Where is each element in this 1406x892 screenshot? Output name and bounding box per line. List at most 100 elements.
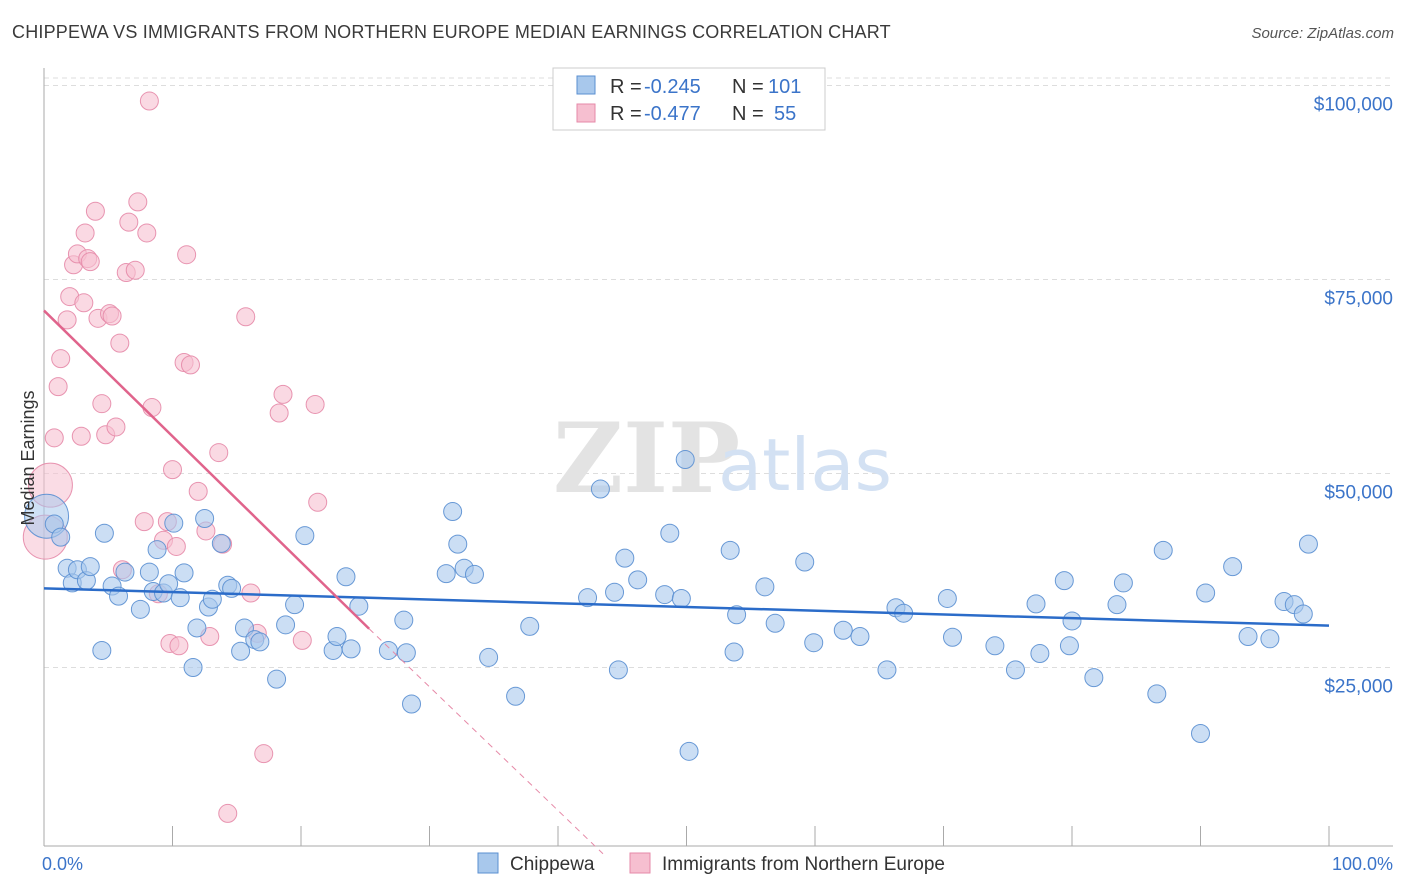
chippewa-point [1293,604,1313,624]
legend-n-value-1: 101 [768,76,801,98]
immigrants-point [139,91,159,111]
chippewa-point [1084,668,1104,688]
chippewa-point [341,639,361,659]
chippewa-point [675,450,695,470]
immigrants-point [188,481,208,501]
immigrants-point [106,417,126,437]
immigrants-point [92,394,112,414]
data-points [22,91,1318,823]
legend-n-value-2: 55 [774,103,796,125]
chippewa-point [877,660,897,680]
chart-source: Source: ZipAtlas.com [1251,25,1394,42]
immigrants-point [273,384,293,404]
y-tick-label: $75,000 [1324,289,1393,310]
chippewa-point [448,534,468,554]
chippewa-point [1059,636,1079,656]
chippewa-point [985,636,1005,656]
grid-lines [44,77,1393,669]
chippewa-point [833,620,853,640]
immigrants-point [180,355,200,375]
immigrants-point [236,307,256,327]
chippewa-point [578,588,598,608]
immigrants-point [75,223,95,243]
chippewa-point [187,618,207,638]
chippewa-point [402,694,422,714]
x-tick-label-max: 100.0% [1332,854,1393,874]
chippewa-point [727,605,747,625]
immigrants-point [292,630,312,650]
chart-title: CHIPPEWA VS IMMIGRANTS FROM NORTHERN EUR… [12,22,891,42]
chippewa-point [436,564,456,584]
chippewa-point [1062,611,1082,631]
bottom-legend: Chippewa Immigrants from Northern Europe [477,852,945,875]
chippewa-point [1298,534,1318,554]
chippewa-point [464,564,484,584]
immigrants-point [74,293,94,313]
chippewa-point [1054,571,1074,591]
legend-frame [552,67,826,131]
chippewa-point [1147,684,1167,704]
immigrants-point [48,377,68,397]
chippewa-point [147,540,167,560]
immigrants-point [102,306,122,326]
legend-r-value-1: -0.245 [644,76,701,98]
chippewa-point [1223,557,1243,577]
immigrants-point [254,744,274,764]
chippewa-point [92,640,112,660]
chippewa-point [250,632,270,652]
immigrants-point [51,349,71,369]
chippewa-point [195,509,215,529]
immigrants-point [134,512,154,532]
immigrants-point [163,460,182,480]
y-axis-label: Median Earnings [18,390,38,525]
x-tick-labels: 0.0% 100.0% [42,854,1393,874]
bottom-legend-swatch-immigrants [629,852,651,874]
y-tick-labels: $25,000 $50,000 $75,000 $100,000 [1314,95,1393,698]
axes [43,68,1393,847]
immigrants-point [85,201,105,221]
chippewa-point [679,741,699,761]
legend-r-label-2: R = [610,103,642,125]
immigrants-point [169,636,189,656]
immigrants-point [57,310,77,330]
chippewa-point [590,479,610,499]
legend-n-label-1: N = [732,76,764,98]
chippewa-point [139,562,159,582]
immigrants-point [308,492,328,512]
bottom-legend-chippewa: Chippewa [510,854,595,875]
bottom-legend-swatch-chippewa [477,852,499,874]
x-tick-label-min: 0.0% [42,854,83,874]
y-tick-label: $50,000 [1324,483,1393,504]
chippewa-point [276,615,296,635]
chippewa-point [164,513,184,533]
chippewa-point [378,640,398,660]
immigrants-point [128,192,148,212]
legend-n-label-2: N = [732,103,764,125]
immigrants-point [125,260,145,280]
chippewa-point [183,658,203,678]
chippewa-point [628,570,648,590]
immigrants-point [80,252,100,272]
chippewa-point [506,686,526,706]
chippewa-point [94,523,114,543]
watermark-zip: ZIP [553,402,740,515]
immigrants-point [177,245,197,265]
immigrants-point [110,333,130,353]
chippewa-point [1107,595,1127,615]
chippewa-point [1153,540,1173,560]
chippewa-point [520,616,540,636]
chippewa-point [655,585,675,605]
chippewa-point [605,582,625,602]
immigrants-point [305,394,325,414]
chippewa-point [51,527,71,547]
immigrants-point [119,212,139,232]
chippewa-point [720,540,740,560]
immigrants-point [209,443,229,463]
chippewa-point [615,548,635,568]
immigrants-point [218,803,238,823]
chippewa-point [1191,723,1210,743]
legend: R = -0.245 N = 101 R = -0.477 N = 55 [552,67,826,131]
chippewa-point [755,577,775,597]
immigrants-trend-line [43,309,370,630]
